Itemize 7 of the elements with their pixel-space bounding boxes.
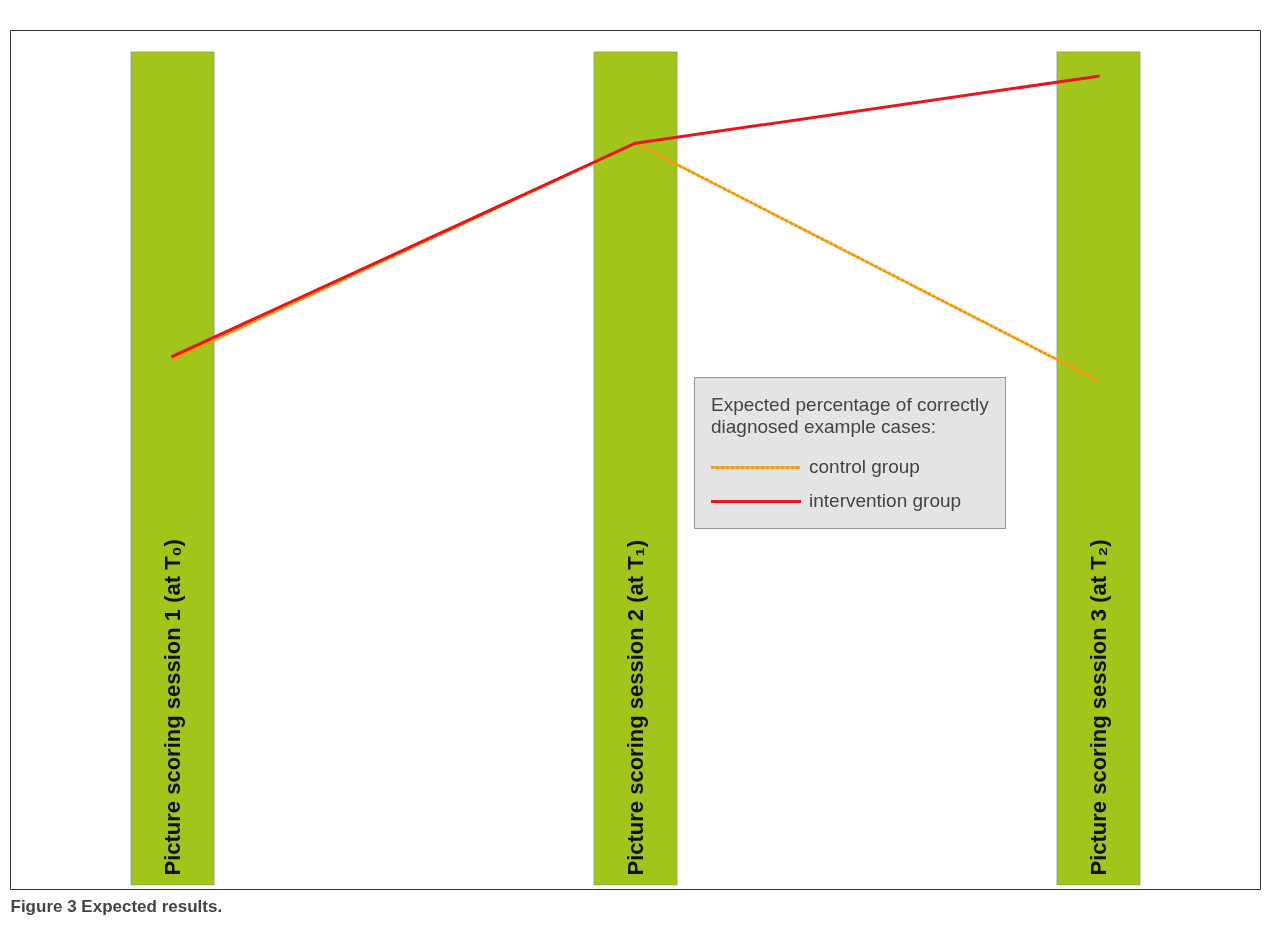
x-tick-label: Picture scoring session 1 (at T₀) xyxy=(160,539,186,876)
legend-label: intervention group xyxy=(809,490,962,512)
caption: Figure 3 Expected results. xyxy=(10,896,223,916)
x-tick-label: Picture scoring session 3 (at T₂) xyxy=(1085,539,1111,876)
legend-label: control group xyxy=(809,456,920,478)
legend-title: Expected percentage of correctly diagnosed example cases: xyxy=(711,394,989,438)
x-tick-label: Picture scoring session 2 (at T₁) xyxy=(623,539,648,876)
